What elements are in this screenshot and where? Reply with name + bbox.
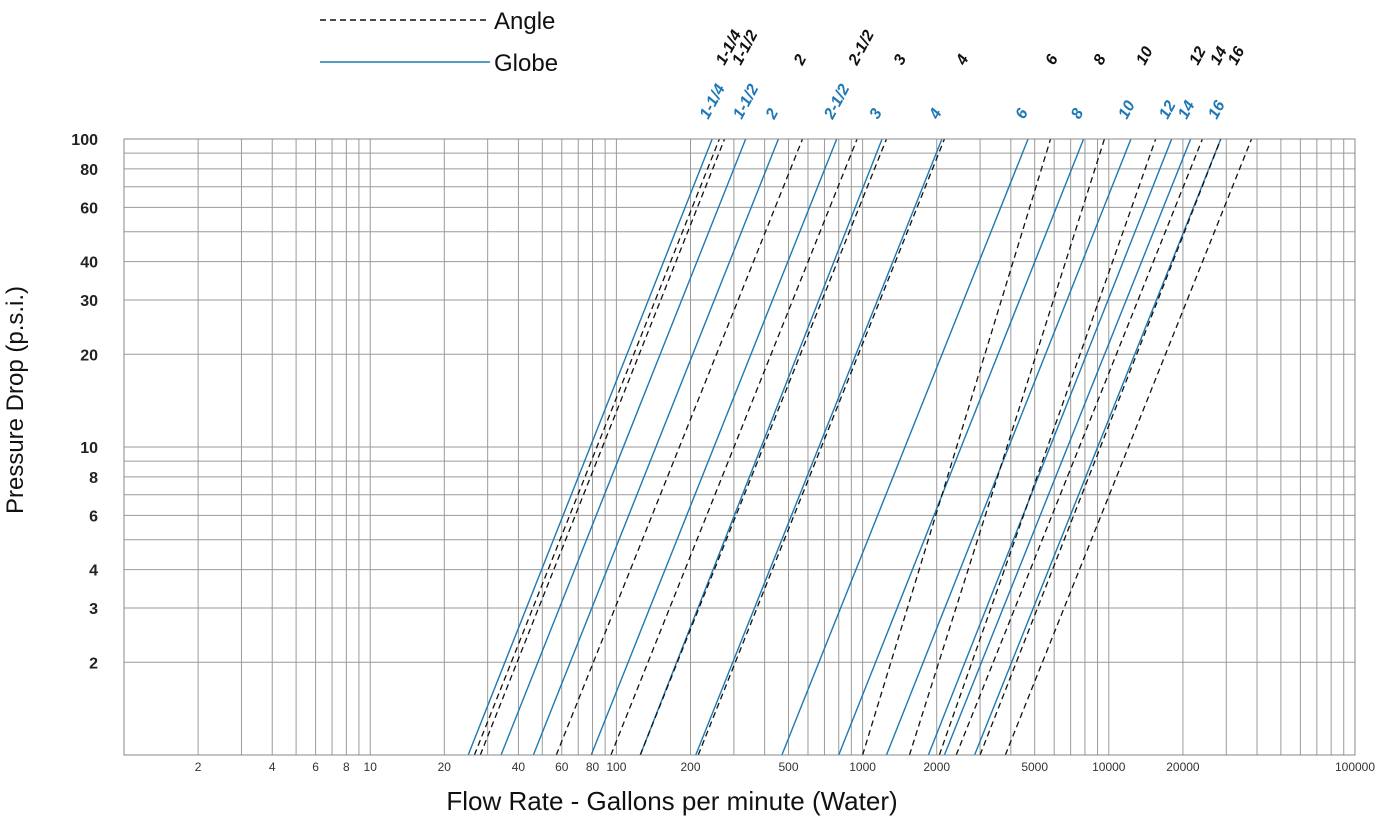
angle-size-label: 12 [1186, 44, 1209, 68]
globe-line-2 [532, 138, 780, 756]
angle-size-label: 10 [1133, 44, 1156, 68]
x-axis-title: Flow Rate - Gallons per minute (Water) [446, 786, 897, 816]
angle-line-12 [955, 138, 1204, 756]
y-tick-label: 8 [89, 470, 98, 487]
globe-line-16 [973, 138, 1222, 756]
x-tick-label: 20000 [1166, 760, 1200, 774]
angle-size-label: 16 [1225, 44, 1248, 68]
angle-size-label: 4 [953, 52, 973, 69]
globe-line-1-1-2 [500, 138, 747, 756]
angle-line-1-1-4 [473, 138, 720, 756]
angle-line-10 [938, 138, 1157, 756]
globe-size-label: 2 [762, 106, 782, 123]
angle-line-3 [697, 138, 946, 756]
globe-size-label: 14 [1175, 98, 1198, 122]
plot-area-frame [123, 138, 1356, 756]
angle-size-label: 2-1/2 [845, 28, 878, 69]
y-tick-label: 40 [80, 255, 98, 272]
globe-size-label: 1-1/4 [697, 82, 729, 122]
globe-line-6 [781, 138, 1029, 756]
y-tick-label: 2 [89, 655, 98, 672]
angle-size-label: 8 [1091, 52, 1110, 68]
x-tick-labels: 2 4 6 8 10 20 40 60 80 100 200 500 1000 2000 5000 10000… [195, 760, 1376, 774]
globe-line-14 [943, 138, 1192, 756]
x-tick-label: 20 [438, 760, 452, 774]
x-tick-label: 4 [269, 760, 276, 774]
y-tick-label: 30 [80, 293, 98, 310]
x-tick-label: 100000 [1335, 760, 1375, 774]
globe-line-1-1-4 [467, 138, 713, 756]
angle-line-6 [861, 138, 1052, 756]
globe-line-3 [639, 138, 883, 756]
x-tick-label: 10000 [1092, 760, 1126, 774]
globe-line-12 [927, 138, 1173, 756]
angle-line-14 [979, 138, 1222, 756]
y-tick-label: 6 [89, 508, 98, 525]
x-tick-label: 500 [778, 760, 798, 774]
x-tick-label: 5000 [1021, 760, 1048, 774]
globe-line-8 [838, 138, 1085, 756]
y-axis-title: Pressure Drop (p.s.i.) [2, 286, 29, 514]
angle-line-4 [639, 138, 888, 756]
y-tick-label: 60 [80, 200, 98, 217]
angle-line-16 [1004, 138, 1253, 756]
x-tick-label: 2 [195, 760, 202, 774]
globe-line-10 [885, 138, 1132, 756]
angle-line-2 [555, 138, 804, 756]
x-tick-label: 1000 [849, 760, 876, 774]
globe-size-label: 6 [1013, 106, 1032, 122]
angle-size-label: 3 [891, 52, 910, 68]
y-tick-label: 10 [80, 440, 98, 457]
y-tick-label: 20 [80, 347, 98, 364]
angle-line-8 [908, 138, 1106, 756]
y-tick-label: 3 [89, 601, 98, 618]
x-tick-label: 10 [364, 760, 378, 774]
x-tick-label: 6 [312, 760, 319, 774]
x-tick-label: 100 [606, 760, 626, 774]
x-tick-label: 40 [512, 760, 526, 774]
angle-size-label: 2 [791, 52, 811, 69]
x-tick-label: 200 [680, 760, 700, 774]
y-tick-label: 100 [71, 132, 98, 149]
globe-size-label: 2-1/2 [821, 82, 854, 123]
globe-size-label: 8 [1068, 106, 1087, 122]
y-tick-label: 80 [80, 162, 98, 179]
y-tick-labels: 2 3 4 6 8 10 20 30 40 60 80 100 [71, 132, 98, 672]
legend-globe-label: Globe [494, 50, 558, 77]
globe-size-label: 10 [1115, 98, 1138, 122]
legend: Angle Globe [320, 8, 558, 77]
globe-size-label: 1-1/2 [730, 82, 762, 122]
x-tick-label: 80 [586, 760, 600, 774]
globe-size-label: 16 [1205, 98, 1228, 122]
angle-line-2-1-2 [610, 138, 858, 756]
globe-size-label: 3 [867, 106, 886, 122]
globe-line-2-1-2 [590, 138, 838, 756]
globe-line-4 [695, 138, 943, 756]
y-tick-label: 4 [89, 563, 98, 580]
globe-size-label: 4 [926, 106, 946, 123]
x-tick-label: 60 [555, 760, 569, 774]
x-tick-label: 2000 [923, 760, 950, 774]
angle-size-label: 14 [1207, 44, 1230, 68]
x-tick-label: 8 [343, 760, 350, 774]
globe-size-label: 12 [1156, 98, 1179, 122]
legend-angle-label: Angle [494, 8, 555, 35]
grid-lines [124, 139, 1355, 755]
angle-line-1-1-2 [479, 138, 726, 756]
series-lines [467, 138, 1253, 756]
angle-size-label: 6 [1043, 52, 1062, 68]
